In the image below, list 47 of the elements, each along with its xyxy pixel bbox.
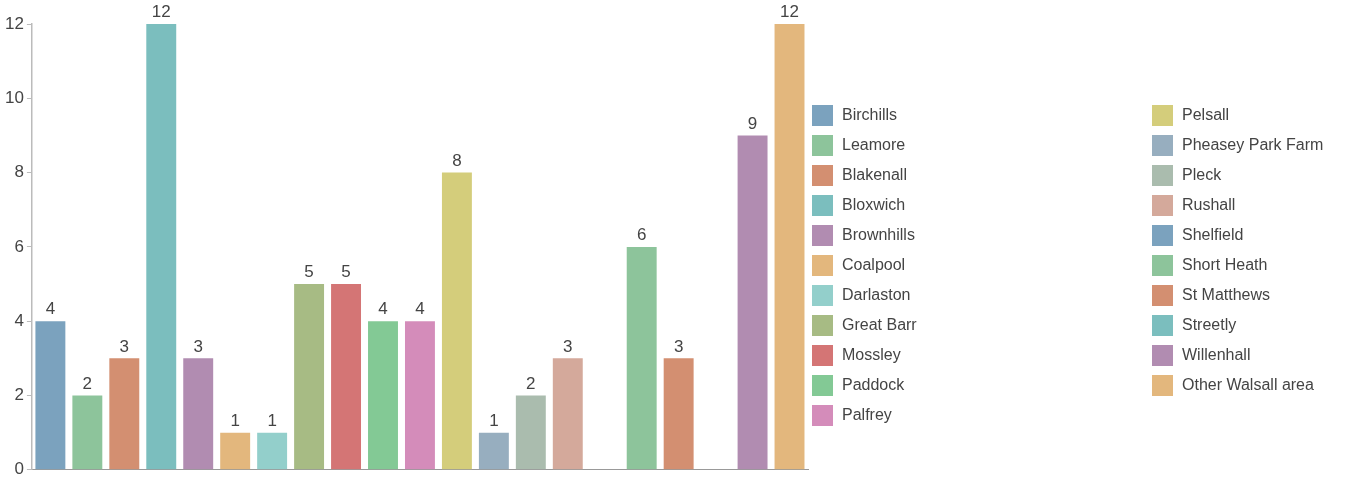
data-label: 1 — [489, 410, 499, 430]
data-label: 3 — [119, 336, 130, 356]
y-tick-label: 8 — [14, 162, 24, 182]
data-label: 3 — [673, 336, 684, 356]
y-tick-label: 10 — [4, 87, 24, 107]
legend-label: Rushall — [1182, 196, 1236, 214]
y-tick-label: 6 — [14, 236, 24, 256]
legend-label: Darlaston — [842, 286, 911, 304]
data-label: 12 — [780, 2, 799, 22]
legend-label: Birchills — [842, 106, 898, 124]
legend-label: Shelfield — [1182, 226, 1244, 244]
y-tick-label: 4 — [14, 310, 24, 330]
data-label: 3 — [193, 336, 203, 356]
legend-label: Paddock — [842, 376, 905, 394]
y-tick-label: 12 — [4, 13, 24, 33]
legend-label: Mossley — [842, 346, 901, 364]
legend-label: Leamore — [842, 136, 906, 154]
data-label: 9 — [747, 113, 758, 133]
legend-label: Blakenall — [842, 166, 907, 184]
legend-label: Coalpool — [842, 256, 906, 274]
data-label: 4 — [378, 299, 388, 319]
legend-label: Great Barr — [842, 316, 917, 334]
legend-label: Pleck — [1182, 166, 1222, 184]
y-tick-label: 2 — [14, 385, 24, 405]
data-label: 6 — [636, 225, 647, 245]
data-label: 8 — [452, 150, 462, 170]
data-label: 4 — [45, 299, 56, 319]
legend-label: Palfrey — [842, 406, 892, 424]
data-label: 2 — [526, 373, 536, 393]
data-label: 5 — [304, 262, 314, 282]
legend-label: Bloxwich — [842, 196, 906, 214]
data-label: 1 — [267, 410, 277, 430]
legend-label: Other Walsall area — [1182, 376, 1314, 394]
legend-label: Brownhills — [842, 226, 915, 244]
legend-label: Willenhall — [1182, 346, 1251, 364]
y-tick-label: 0 — [14, 459, 24, 479]
legend-label: Streetly — [1182, 316, 1237, 334]
data-label: 1 — [230, 410, 240, 430]
legend-label: Short Heath — [1182, 256, 1268, 274]
data-label: 4 — [415, 299, 425, 319]
legend-label: Pheasey Park Farm — [1182, 136, 1324, 154]
legend-label: Pelsall — [1182, 106, 1230, 124]
data-label: 12 — [151, 2, 171, 22]
legend-label: St Matthews — [1182, 286, 1271, 304]
data-label: 3 — [563, 336, 573, 356]
data-label: 2 — [82, 373, 93, 393]
data-label: 5 — [341, 262, 351, 282]
